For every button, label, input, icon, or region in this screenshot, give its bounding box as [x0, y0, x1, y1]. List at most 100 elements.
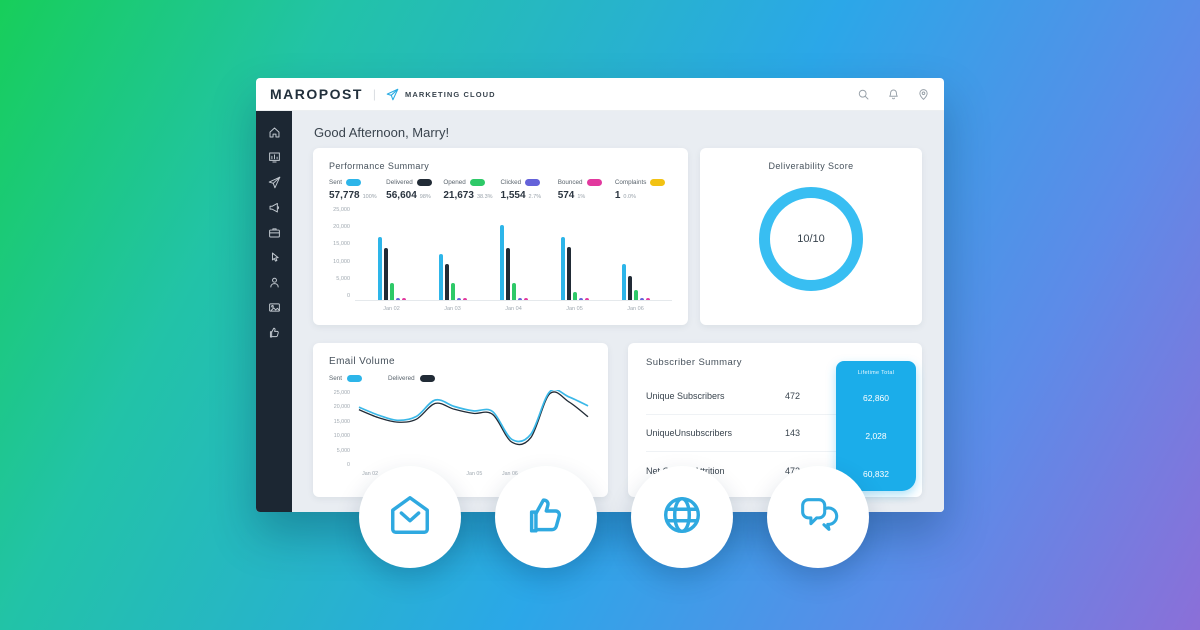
sidebar-item-social[interactable]	[256, 320, 292, 345]
deliverability-title: Deliverability Score	[768, 161, 854, 171]
deliverability-card: Deliverability Score 10/10	[700, 148, 922, 325]
subscriber-summary-card: Subscriber Summary Unique Subscribers 47…	[628, 343, 922, 497]
sidebar-item-engagement[interactable]	[256, 245, 292, 270]
bar-sent[interactable]	[438, 254, 443, 300]
bar-group-jan-06	[621, 263, 650, 300]
product-name: MARKETING CLOUD	[405, 89, 496, 99]
dashboard-content: Good Afternoon, Marry! Performance Summa…	[292, 111, 944, 512]
legend-item-delivered[interactable]: Delivered 56,604 98%	[386, 179, 443, 201]
sidebar-item-analytics[interactable]	[256, 145, 292, 170]
bar-sent[interactable]	[621, 263, 626, 300]
legend-item-sent[interactable]: Sent 57,778 100%	[329, 179, 386, 201]
quick-action-email[interactable]	[359, 466, 461, 568]
sidebar-item-contacts[interactable]	[256, 270, 292, 295]
legend-item-clicked[interactable]: Clicked 1,554 2.7%	[501, 179, 558, 201]
ev-legend-label: Sent	[329, 375, 342, 382]
bar-sent[interactable]	[377, 237, 382, 300]
bar-opened[interactable]	[511, 282, 516, 300]
home-icon	[268, 126, 281, 139]
quick-action-web[interactable]	[631, 466, 733, 568]
legend-value: 21,673	[443, 190, 474, 201]
legend-percent: 0.0%	[623, 194, 636, 200]
bar-clicked[interactable]	[578, 298, 583, 300]
location-pin-icon[interactable]	[917, 88, 930, 101]
bar-bounced[interactable]	[645, 298, 650, 300]
subscriber-row-value: 143	[784, 428, 800, 438]
bell-icon[interactable]	[887, 88, 900, 101]
lifetime-total-value: 2,028	[865, 431, 887, 441]
bar-bounced[interactable]	[401, 298, 406, 300]
legend-swatch	[525, 179, 541, 186]
sidebar-item-commerce[interactable]	[256, 220, 292, 245]
sidebar-item-home[interactable]	[256, 120, 292, 145]
megaphone-icon	[268, 201, 281, 214]
bar-group-jan-02	[377, 237, 406, 300]
lifetime-total-panel: Lifetime Total 62,860 2,028 60,832	[836, 361, 916, 491]
bar-bounced[interactable]	[584, 298, 589, 300]
bar-clicked[interactable]	[517, 298, 522, 300]
bar-delivered[interactable]	[627, 275, 632, 300]
bar-delivered[interactable]	[566, 246, 571, 300]
bar-delivered[interactable]	[383, 247, 388, 300]
sidebar-item-campaigns[interactable]	[256, 170, 292, 195]
legend-swatch	[345, 179, 361, 186]
line-sent	[358, 390, 589, 443]
legend-item-opened[interactable]: Opened 21,673 38.3%	[443, 179, 500, 201]
bar-opened[interactable]	[572, 292, 577, 300]
globe-icon	[659, 492, 705, 543]
open-envelope-icon	[387, 492, 433, 543]
bar-clicked[interactable]	[395, 298, 400, 300]
email-volume-plot-area	[355, 390, 592, 468]
deliverability-ring: 10/10	[759, 187, 863, 291]
legend-item-complaints[interactable]: Complaints 1 0.0%	[615, 179, 672, 201]
bar-group-jan-03	[438, 254, 467, 300]
click-icon	[268, 251, 281, 264]
lifetime-total-value: 60,832	[863, 469, 889, 479]
bar-opened[interactable]	[633, 290, 638, 300]
thumbs-up-icon	[523, 492, 569, 543]
quick-action-chat[interactable]	[767, 466, 869, 568]
performance-summary-card: Performance Summary Sent 57,778 100% Del…	[313, 148, 688, 325]
bar-delivered[interactable]	[444, 263, 449, 300]
search-icon[interactable]	[857, 88, 870, 101]
legend-value: 57,778	[329, 190, 360, 201]
bar-delivered[interactable]	[505, 247, 510, 300]
bar-opened[interactable]	[450, 282, 455, 300]
performance-plot-area	[355, 209, 672, 301]
subscriber-row-label: Unique Subscribers	[646, 391, 725, 401]
legend-value: 574	[557, 190, 575, 201]
bar-bounced[interactable]	[462, 298, 467, 300]
bar-sent[interactable]	[499, 225, 504, 300]
legend-percent: 100%	[362, 194, 377, 200]
sidebar-item-media[interactable]	[256, 295, 292, 320]
sidebar-item-announcements[interactable]	[256, 195, 292, 220]
performance-bar-chart: 25,000 20,000 15,000 10,000 5,000 0	[329, 207, 672, 301]
legend-label: Opened	[443, 179, 466, 186]
sidebar-nav	[256, 111, 292, 512]
bar-clicked[interactable]	[639, 298, 644, 300]
quick-action-social[interactable]	[495, 466, 597, 568]
chat-bubbles-icon	[795, 492, 841, 543]
lifetime-total-header: Lifetime Total	[857, 370, 895, 376]
ev-legend-item-sent[interactable]: Sent	[329, 375, 362, 382]
email-volume-line-chart: 25,000 20,000 15,000 10,000 5,000 0	[329, 390, 592, 468]
email-volume-legend: Sent Delivered	[329, 375, 592, 382]
legend-percent: 2.7%	[528, 194, 542, 200]
subscriber-row-value: 472	[784, 465, 800, 476]
app-window: MAROPOST | MARKETING CLOUD Good Afternoo…	[256, 78, 944, 512]
logo-divider: |	[372, 87, 377, 101]
bar-bounced[interactable]	[523, 298, 528, 300]
legend-item-bounced[interactable]: Bounced 574 1%	[558, 179, 615, 201]
thumbs-up-icon	[268, 326, 281, 339]
legend-swatch	[469, 179, 485, 186]
performance-x-axis: Jan 02 Jan 03 Jan 04 Jan 05 Jan 06	[383, 306, 644, 312]
email-volume-card: Email Volume Sent Delivered 25,000 20,000…	[313, 343, 608, 497]
legend-percent: 98%	[419, 194, 431, 200]
performance-summary-title: Performance Summary	[329, 161, 430, 171]
legend-value: 56,604	[386, 190, 417, 201]
bar-sent[interactable]	[560, 237, 565, 300]
ev-legend-item-delivered[interactable]: Delivered	[388, 375, 435, 382]
paper-plane-icon	[386, 88, 399, 101]
bar-opened[interactable]	[389, 282, 394, 300]
bar-clicked[interactable]	[456, 298, 461, 300]
